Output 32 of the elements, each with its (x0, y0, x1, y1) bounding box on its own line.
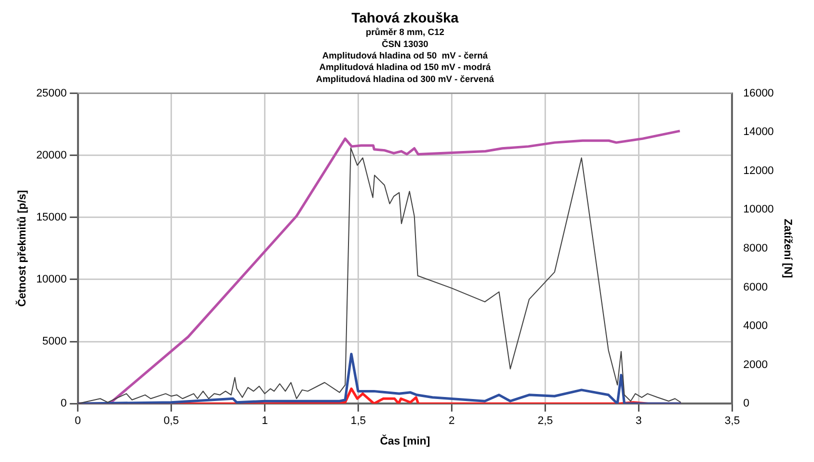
x-tick-label: 3 (636, 415, 642, 428)
chart-title: Tahová zkouška (351, 9, 459, 26)
x-tick-label: 0 (74, 415, 81, 428)
text: Amplitudová hladina od 300 mV - červená (316, 74, 496, 84)
x-tick-label: 2,5 (538, 415, 553, 428)
y2-tick-label: 4000 (743, 320, 768, 332)
y-tick-label: 20000 (36, 149, 67, 162)
x-tick-label: 1,5 (350, 415, 366, 428)
y2-axis-title: Zatížení [N] (781, 218, 794, 278)
y-tick-label: 0 (60, 398, 67, 410)
x-tick-label: 1 (262, 415, 268, 428)
y2-tick-label: 8000 (743, 242, 768, 254)
y-tick-label: 10000 (36, 274, 67, 286)
y2-tick-label: 0 (743, 398, 750, 410)
y2-tick-label: 16000 (743, 87, 774, 100)
chart-subtitle: průměr 8 mm, C12 (366, 27, 444, 38)
text: Amplitudová hladina od 150 mV - modrá (319, 62, 492, 72)
y-tick-label: 15000 (36, 211, 67, 224)
y-tick-label: 25000 (36, 87, 67, 100)
y2-tick-label: 6000 (743, 281, 768, 294)
y2-tick-label: 10000 (743, 204, 774, 216)
y2-tick-label: 12000 (743, 164, 774, 177)
x-axis-title: Čas [min] (380, 434, 430, 448)
text: ČSN 13030 (382, 38, 428, 49)
y2-tick-label: 2000 (743, 358, 768, 371)
text: Amplitudová hladina od 50 mV - černá (322, 50, 489, 61)
x-tick-label: 0,5 (164, 415, 179, 428)
x-tick-label: 3,5 (724, 415, 740, 428)
y2-tick-label: 14000 (743, 126, 774, 138)
y-tick-label: 5000 (42, 336, 67, 348)
y-axis-title: Četnost překmitů [p/s] (16, 190, 29, 307)
x-tick-label: 2 (448, 415, 455, 428)
